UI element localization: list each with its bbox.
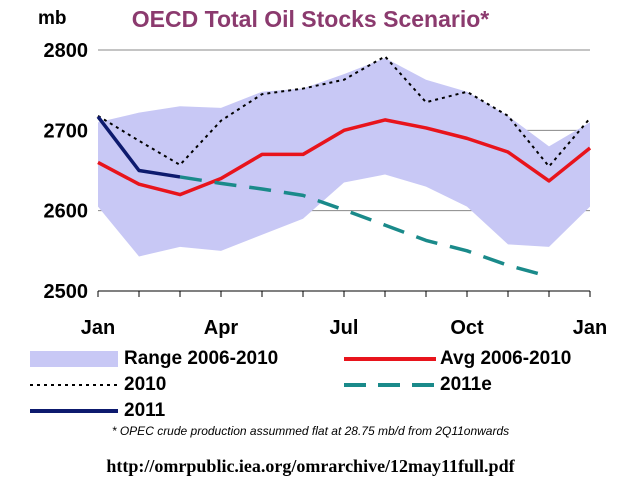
series-avg-2006-2010 <box>97 118 592 197</box>
x-tick-label: Jul <box>330 317 359 339</box>
series-2010 <box>97 55 591 168</box>
y-unit-label: mb <box>38 8 67 29</box>
line-chart: 2500 2600 2700 2800 Jan Apr Jul Oct Jan <box>30 40 608 413</box>
legend-label-2011e: 2011e <box>440 374 492 395</box>
series-layer <box>96 55 592 279</box>
x-tick-label: Jan <box>81 317 115 339</box>
y-tick-label: 2700 <box>44 120 89 142</box>
series-2011e <box>179 175 550 279</box>
legend-swatches <box>30 351 436 413</box>
legend-swatch-range <box>30 351 118 367</box>
source-url: http://omrpublic.iea.org/omrarchive/12ma… <box>106 456 515 476</box>
y-tick-label: 2500 <box>44 281 89 303</box>
series-2011 <box>96 115 181 179</box>
range-band-layer <box>98 58 590 257</box>
legend-label-2010: 2010 <box>124 374 167 395</box>
x-tick-label: Oct <box>450 317 484 339</box>
range-band-2006-2010 <box>98 58 590 257</box>
y-tick-label: 2600 <box>44 201 89 223</box>
y-tick-label: 2800 <box>44 40 89 62</box>
x-tick-label: Jan <box>573 317 607 339</box>
legend-label-range: Range 2006-2010 <box>124 348 279 369</box>
chart-title: OECD Total Oil Stocks Scenario* <box>131 6 490 32</box>
axes: 2500 2600 2700 2800 Jan Apr Jul Oct Jan <box>44 40 608 339</box>
footnote: * OPEC crude production assummed flat at… <box>111 424 510 438</box>
legend-label-2011: 2011 <box>124 400 166 421</box>
legend-label-avg: Avg 2006-2010 <box>440 348 572 369</box>
x-tick-label: Apr <box>204 317 239 339</box>
